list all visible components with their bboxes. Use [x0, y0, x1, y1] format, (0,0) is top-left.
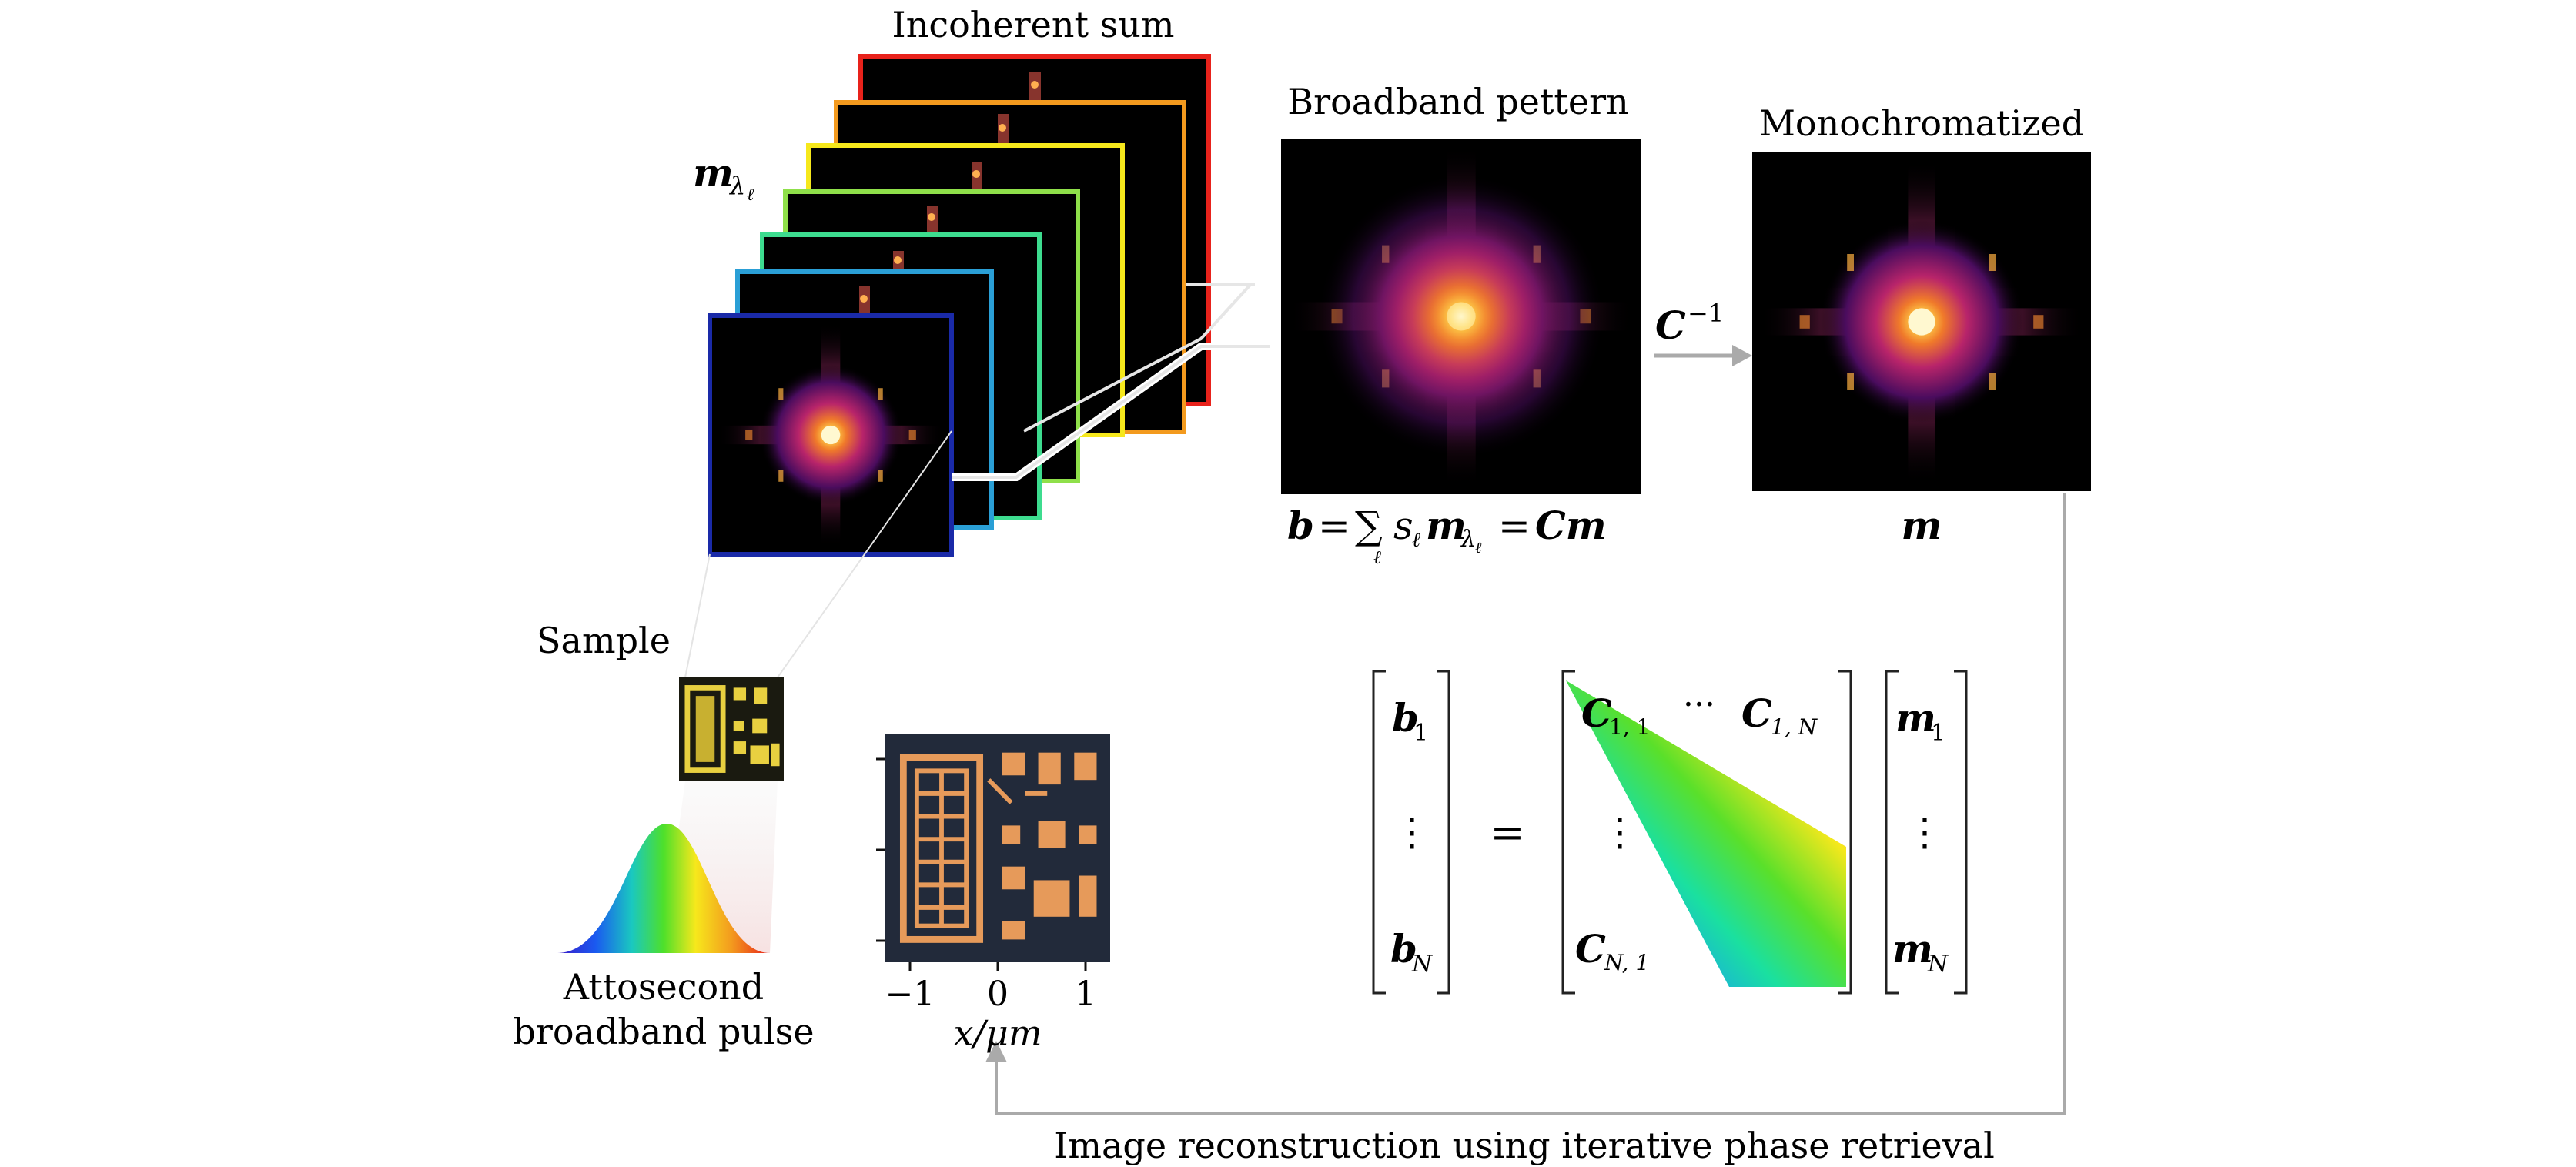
vec-bN-sub: N: [1411, 951, 1434, 978]
frame-7-front: [708, 313, 954, 557]
broadband-equation: b = ∑ ℓ s ℓ m λ ℓ = Cm: [1287, 503, 1607, 568]
attosecond-line2: broadband pulse: [513, 1011, 814, 1052]
c-inverse-sup: −1: [1688, 299, 1724, 328]
vec-b1: b: [1392, 695, 1419, 741]
mat-cN1-sub: N, 1: [1604, 950, 1649, 975]
attosecond-line1: Attosecond: [563, 966, 764, 1008]
eq-m: m: [1426, 503, 1467, 548]
eq-equals-1: =: [1318, 503, 1350, 548]
mat-cdots: ···: [1683, 685, 1715, 724]
reconstruction-label: Image reconstruction using iterative pha…: [1054, 1125, 1995, 1166]
eq-m-subsub: ℓ: [1475, 538, 1482, 557]
eq-b: b: [1287, 503, 1314, 548]
vec-mN-sub: N: [1927, 951, 1949, 978]
m-vector-label: m: [1902, 503, 1942, 548]
mat-c11-sub: 1, 1: [1609, 714, 1650, 740]
c-inverse-main: C: [1655, 303, 1686, 348]
mat-c-vdots: ⋮: [1601, 810, 1639, 854]
vec-b1-sub: 1: [1413, 720, 1428, 747]
eq-sum: ∑: [1355, 503, 1383, 548]
monochromatized-image: [1752, 152, 2091, 491]
m-lambda-label: m λ ℓ: [693, 150, 754, 205]
mat-c1N: C: [1741, 691, 1772, 736]
reconstructed-image: [885, 734, 1110, 962]
x-tick-0: 0: [987, 975, 1009, 1014]
projection-lines: [684, 283, 1270, 678]
vec-b-vdots: ⋮: [1393, 810, 1431, 854]
eq-equals-2: =: [1498, 503, 1531, 548]
sample-label: Sample: [537, 620, 671, 661]
matrix-equals: =: [1490, 808, 1524, 857]
c-inverse-arrow: C −1: [1654, 299, 1752, 366]
vec-m1-sub: 1: [1931, 720, 1945, 747]
monochromatized-title: Monochromatized: [1759, 102, 2084, 144]
reconstructed-axes: −1 0 1 x/μm: [876, 757, 1096, 1054]
matrix-equation: b 1 ⋮ b N = C 1, 1 ··· C 1, N ⋮ C N, 1 m…: [1372, 670, 1968, 995]
pulse-spectrum: [557, 824, 770, 953]
x-tick-minus1: −1: [885, 975, 935, 1014]
reconstruction-arrow: [985, 493, 2066, 1115]
x-axis-label: x/μm: [954, 1012, 1042, 1054]
rainbow-wedge: [1566, 680, 1846, 987]
vec-m1: m: [1895, 695, 1936, 741]
mat-c1N-sub: 1, N: [1771, 714, 1818, 740]
eq-sum-index: ℓ: [1373, 547, 1381, 568]
m-lambda-sub: λ: [728, 171, 745, 200]
eq-s-sub: ℓ: [1412, 529, 1420, 552]
broadband-pattern-image: [1281, 139, 1641, 494]
x-tick-1: 1: [1075, 975, 1096, 1014]
eq-m-sub: λ: [1460, 526, 1476, 553]
eq-cm: Cm: [1535, 503, 1607, 548]
frame-stack: [708, 54, 1211, 557]
vec-bN: b: [1390, 926, 1417, 971]
broadband-pattern-title: Broadband pettern: [1287, 81, 1628, 122]
eq-s: s: [1393, 503, 1413, 548]
sample-chip-image: [679, 677, 784, 781]
vec-mN: m: [1892, 926, 1933, 971]
m-lambda-subsub: ℓ: [747, 186, 754, 205]
mat-cN1: C: [1575, 926, 1606, 971]
m-lambda-main: m: [693, 150, 734, 196]
vec-m-vdots: ⋮: [1905, 810, 1944, 854]
incoherent-sum-label: Incoherent sum: [892, 4, 1175, 45]
mat-c11: C: [1581, 691, 1612, 736]
